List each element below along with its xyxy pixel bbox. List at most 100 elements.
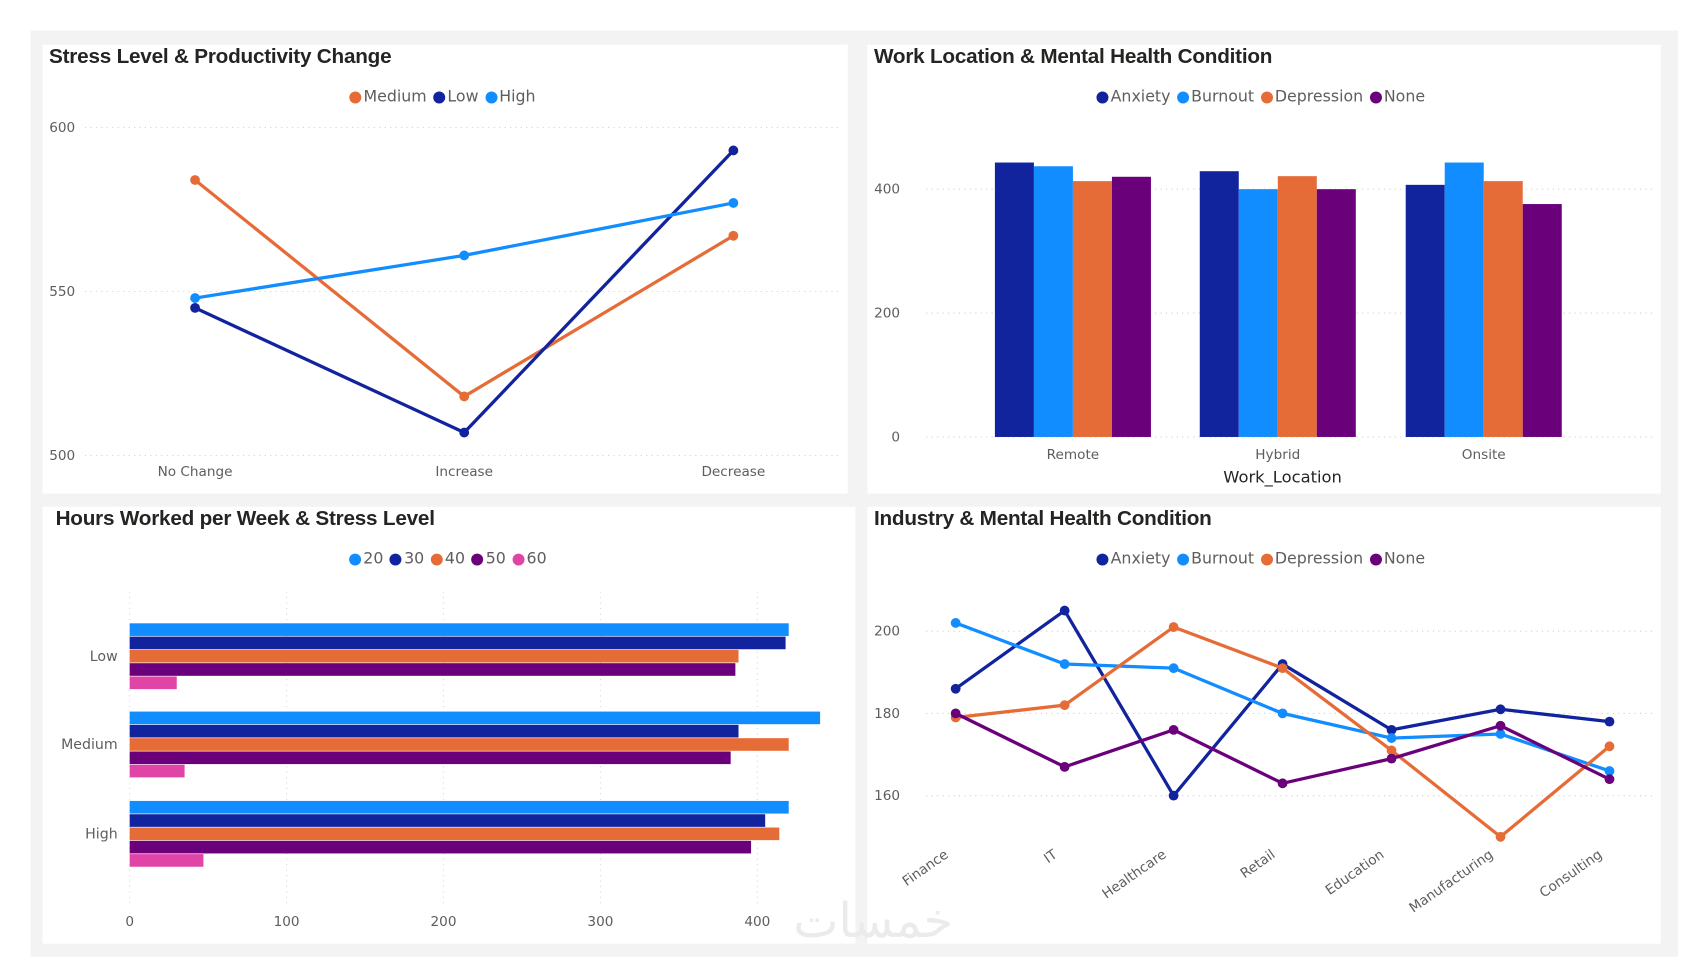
panel-industry[interactable] bbox=[867, 506, 1661, 944]
legend: Medium Low High bbox=[349, 88, 536, 106]
legend-dot-icon bbox=[1096, 553, 1109, 566]
legend-item[interactable]: Anxiety bbox=[1096, 550, 1170, 568]
bar bbox=[129, 814, 766, 827]
legend-item[interactable]: 30 bbox=[389, 550, 424, 568]
bar bbox=[1522, 204, 1562, 437]
data-point bbox=[459, 391, 470, 402]
legend: Anxiety Burnout Depression None bbox=[1096, 550, 1425, 568]
chart-title: Industry & Mental Health Condition bbox=[873, 507, 1212, 531]
legend-dot-icon bbox=[512, 553, 525, 566]
bar bbox=[1111, 176, 1151, 437]
legend-dot-icon bbox=[430, 553, 443, 566]
bar bbox=[129, 649, 739, 663]
x-tick-label: Increase bbox=[435, 464, 493, 480]
x-axis-title: Work_Location bbox=[1223, 468, 1342, 488]
legend-item[interactable]: 20 bbox=[349, 550, 384, 568]
data-point bbox=[1495, 831, 1506, 842]
data-point bbox=[1495, 704, 1506, 715]
bar bbox=[129, 840, 752, 854]
data-point bbox=[1604, 774, 1615, 785]
legend-dot-icon bbox=[1176, 90, 1189, 103]
legend-dot-icon bbox=[471, 553, 484, 566]
legend-label: 20 bbox=[363, 550, 384, 568]
data-point bbox=[1386, 753, 1397, 764]
data-point bbox=[1386, 724, 1397, 735]
bar bbox=[129, 751, 731, 765]
data-point bbox=[1604, 741, 1615, 752]
bar bbox=[129, 827, 780, 841]
data-point bbox=[459, 427, 470, 438]
x-tick-label: IT bbox=[1041, 846, 1061, 867]
legend-dot-icon bbox=[1260, 90, 1273, 103]
bar bbox=[129, 738, 789, 751]
bar bbox=[1483, 181, 1523, 437]
data-point bbox=[1059, 761, 1070, 772]
legend-label: 40 bbox=[444, 550, 466, 568]
legend-label: Anxiety bbox=[1110, 88, 1171, 106]
watermark-logo: خمسات bbox=[793, 893, 954, 950]
data-point bbox=[1059, 700, 1070, 711]
data-point bbox=[1277, 663, 1288, 674]
legend-dot-icon bbox=[1176, 553, 1189, 566]
legend-dot-icon bbox=[1096, 90, 1109, 103]
x-tick-label: Healthcare bbox=[1099, 847, 1169, 903]
data-point bbox=[190, 293, 200, 303]
bar bbox=[129, 663, 736, 676]
legend-item[interactable]: High bbox=[485, 88, 536, 106]
legend-item[interactable]: Depression bbox=[1260, 88, 1363, 106]
legend: Anxiety Burnout Depression None bbox=[1096, 88, 1426, 106]
chart-title: Work Location & Mental Health Condition bbox=[873, 45, 1273, 69]
x-tick-label: 400 bbox=[744, 914, 770, 930]
bar bbox=[1405, 184, 1445, 437]
bar bbox=[129, 623, 789, 636]
bar bbox=[1444, 162, 1484, 437]
x-tick-label: Education bbox=[1323, 847, 1388, 899]
legend-item[interactable]: Burnout bbox=[1176, 550, 1254, 568]
legend-item[interactable]: None bbox=[1369, 88, 1426, 106]
bar bbox=[994, 162, 1034, 437]
legend-label: None bbox=[1383, 88, 1426, 106]
data-point bbox=[1168, 622, 1179, 632]
legend-item[interactable]: None bbox=[1369, 550, 1425, 568]
series-line-anxiety bbox=[954, 608, 1610, 799]
data-point bbox=[459, 250, 470, 261]
series-line-none bbox=[954, 711, 1611, 786]
legend-item[interactable]: Anxiety bbox=[1096, 88, 1171, 106]
x-tick-label: 0 bbox=[125, 914, 134, 930]
data-point bbox=[190, 302, 200, 313]
legend-item[interactable]: 40 bbox=[430, 550, 466, 568]
bar bbox=[129, 676, 177, 690]
legend-item[interactable]: 60 bbox=[512, 550, 547, 568]
legend-label: 60 bbox=[526, 550, 547, 568]
legend-dot-icon bbox=[1369, 553, 1382, 566]
legend-label: Medium bbox=[363, 88, 427, 106]
bar bbox=[129, 800, 789, 814]
legend-dot-icon bbox=[485, 90, 498, 103]
x-tick-label: Manufacturing bbox=[1406, 847, 1496, 917]
data-point bbox=[1277, 708, 1288, 719]
legend-item[interactable]: Medium bbox=[349, 88, 427, 106]
data-point bbox=[1495, 729, 1506, 739]
legend-dot-icon bbox=[389, 553, 402, 566]
chart-title: Stress Level & Productivity Change bbox=[49, 45, 392, 69]
bar bbox=[129, 764, 185, 778]
x-tick-label: Finance bbox=[900, 847, 952, 890]
x-tick-label: Retail bbox=[1238, 847, 1279, 882]
y-tick-label: 400 bbox=[874, 182, 900, 198]
data-point bbox=[728, 145, 739, 156]
y-tick-label: Low bbox=[90, 649, 118, 665]
legend-item[interactable]: 50 bbox=[471, 550, 506, 568]
legend-item[interactable]: Low bbox=[433, 88, 479, 106]
bar bbox=[129, 636, 786, 650]
panel-stress-productivity[interactable] bbox=[42, 44, 848, 494]
data-point bbox=[1604, 766, 1615, 776]
y-tick-label: 180 bbox=[874, 706, 900, 722]
bar bbox=[1199, 171, 1239, 437]
legend-item[interactable]: Depression bbox=[1260, 550, 1363, 568]
data-point bbox=[1495, 720, 1506, 731]
data-point bbox=[728, 230, 739, 241]
x-tick-label: Onsite bbox=[1462, 447, 1506, 463]
legend-label: Low bbox=[447, 88, 479, 106]
legend-item[interactable]: Burnout bbox=[1176, 88, 1254, 106]
